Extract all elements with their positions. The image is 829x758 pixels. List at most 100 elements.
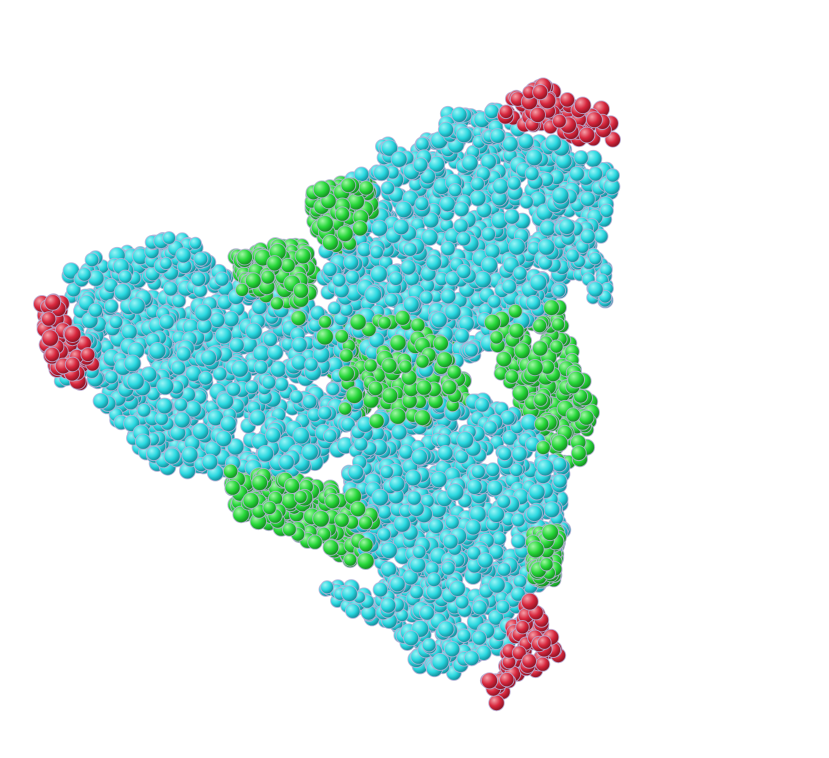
core-atom: [291, 336, 308, 353]
core-atom: [121, 323, 138, 341]
interface-atom: [293, 490, 308, 504]
core-atom: [442, 533, 459, 550]
core-atom: [510, 533, 527, 550]
interface-atom: [436, 351, 454, 369]
core-atom: [158, 314, 175, 330]
core-atom: [228, 337, 245, 354]
core-atom: [379, 464, 394, 480]
core-atom: [484, 103, 500, 120]
core-atom: [88, 302, 104, 318]
core-atom: [448, 183, 463, 198]
interface-atom: [307, 534, 323, 550]
terminal-atom: [520, 592, 539, 611]
interface-atom: [324, 493, 341, 510]
core-atom: [377, 527, 392, 542]
core-atom: [118, 269, 133, 284]
core-atom: [588, 251, 603, 266]
core-atom: [428, 155, 446, 173]
terminal-atom: [64, 356, 81, 373]
core-atom: [430, 470, 448, 489]
core-atom: [483, 420, 498, 435]
interface-atom: [415, 379, 433, 396]
core-atom: [370, 219, 389, 237]
core-atom: [304, 357, 319, 372]
core-atom: [406, 490, 422, 506]
interface-atom: [432, 335, 449, 352]
core-atom: [412, 157, 429, 173]
core-atom: [569, 166, 585, 182]
terminal-atom: [41, 311, 57, 327]
core-atom: [470, 176, 486, 192]
core-atom: [437, 620, 455, 638]
core-atom: [163, 447, 181, 465]
interface-atom: [322, 539, 340, 556]
interface-atom: [338, 401, 353, 416]
core-atom: [326, 382, 341, 397]
interface-atom: [260, 269, 276, 285]
core-atom: [163, 281, 179, 297]
core-atom: [380, 597, 397, 614]
core-atom: [404, 469, 422, 487]
core-atom: [104, 370, 119, 385]
core-atom: [501, 429, 518, 446]
core-atom: [519, 194, 534, 210]
terminal-atom: [41, 329, 60, 347]
interface-atom: [340, 177, 357, 194]
interface-atom: [570, 445, 587, 462]
core-atom: [191, 422, 210, 440]
core-atom: [201, 453, 219, 471]
core-atom: [484, 243, 501, 260]
core-atom: [146, 445, 162, 462]
core-atom: [415, 136, 430, 152]
core-atom: [301, 443, 319, 461]
core-atom: [344, 269, 360, 285]
interface-atom: [282, 522, 297, 537]
core-atom: [402, 569, 419, 586]
core-atom: [497, 446, 513, 462]
core-atom: [579, 191, 596, 208]
core-atom: [565, 248, 580, 263]
core-atom: [529, 273, 548, 292]
terminal-atom: [44, 294, 62, 311]
interface-atom: [232, 505, 250, 524]
core-atom: [148, 342, 167, 360]
core-atom: [454, 328, 470, 344]
core-atom: [477, 552, 494, 569]
core-atom: [292, 426, 311, 445]
core-atom: [109, 314, 124, 330]
core-atom: [209, 312, 226, 329]
core-atom: [412, 544, 427, 560]
core-atom: [487, 294, 502, 309]
core-atom: [226, 438, 245, 456]
core-atom: [343, 254, 360, 271]
core-atom: [331, 273, 347, 288]
core-atom: [244, 380, 260, 395]
core-atom: [439, 195, 456, 213]
core-atom: [345, 603, 361, 619]
core-atom: [605, 168, 620, 183]
core-atom: [456, 231, 472, 247]
interface-atom: [312, 180, 331, 199]
interface-atom: [244, 272, 262, 290]
core-atom: [466, 479, 483, 495]
core-atom: [525, 294, 542, 311]
core-atom: [380, 541, 398, 560]
core-atom: [419, 290, 434, 305]
interface-atom: [251, 474, 269, 492]
core-atom: [390, 150, 408, 168]
core-atom: [543, 501, 561, 519]
core-atom: [175, 346, 192, 362]
core-atom: [220, 415, 237, 433]
core-atom: [485, 462, 501, 478]
core-atom: [347, 464, 365, 481]
core-atom: [537, 238, 556, 256]
terminal-atom: [585, 111, 603, 129]
core-atom: [380, 180, 395, 196]
core-atom: [506, 176, 522, 191]
core-atom: [486, 479, 504, 497]
interface-atom: [269, 296, 285, 311]
core-atom: [409, 556, 427, 574]
interface-atom: [549, 339, 564, 354]
terminal-atom: [498, 104, 514, 120]
